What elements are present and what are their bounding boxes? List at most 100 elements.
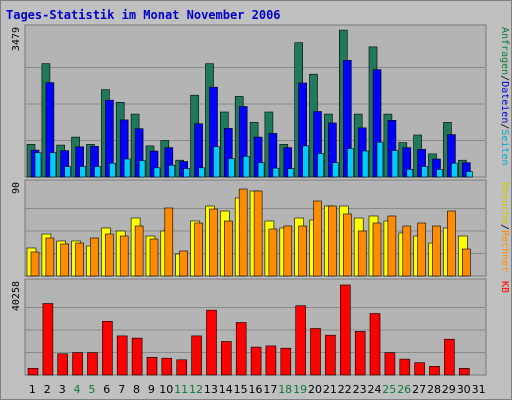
bar-rechner-11 xyxy=(179,250,188,277)
bar-seiten-20 xyxy=(317,153,324,178)
bar-seiten-7 xyxy=(123,158,131,178)
bar-seiten-4 xyxy=(79,166,86,178)
bar-rechner-27 xyxy=(417,222,426,277)
bar-seiten-18 xyxy=(287,168,295,178)
bar-kb-25 xyxy=(384,352,396,376)
bar-seiten-29 xyxy=(451,162,458,178)
legend-middle: Besuche/Rechner xyxy=(499,182,510,272)
legend-entry-slash: / xyxy=(499,123,510,129)
bar-kb-13 xyxy=(206,309,217,376)
bar-kb-14 xyxy=(221,341,232,376)
x-tick-label-19: 19 xyxy=(293,383,307,396)
x-tick-label-31: 31 xyxy=(472,383,486,396)
bar-seiten-23 xyxy=(361,150,369,178)
bar-seiten-27 xyxy=(421,166,428,178)
bar-rechner-2 xyxy=(45,237,55,277)
bar-rechner-29 xyxy=(447,210,456,277)
x-tick-label-26: 26 xyxy=(397,383,411,396)
bar-seiten-21 xyxy=(332,162,339,178)
bar-rechner-7 xyxy=(119,235,129,277)
bar-kb-20 xyxy=(310,328,321,376)
legend-entry-dateien: Dateien xyxy=(499,81,510,123)
bar-seiten-13 xyxy=(213,146,220,178)
legend-entry-rechner: Rechner xyxy=(499,230,510,272)
x-axis: 1 2 3 4 5 6 7 8 9 10 11 12 13 14 15 16 17 18 19 20 21 22 23 24 2… xyxy=(29,383,486,396)
legend-bottom: KB xyxy=(499,281,510,293)
bar-kb-21 xyxy=(325,334,336,376)
bar-kb-22 xyxy=(339,284,351,376)
x-tick-label-13: 13 xyxy=(204,383,218,396)
x-tick-label-1: 1 xyxy=(29,383,36,396)
bar-kb-17 xyxy=(265,345,277,376)
bar-kb-29 xyxy=(444,338,455,376)
x-tick-label-7: 7 xyxy=(118,383,125,396)
bar-kb-19 xyxy=(295,305,307,376)
legend-top: Anfragen/Dateien/Seiten xyxy=(499,27,510,166)
bar-kb-3 xyxy=(57,353,69,376)
x-tick-label-16: 16 xyxy=(249,383,263,396)
bar-seiten-8 xyxy=(138,160,146,178)
bar-rechner-4 xyxy=(75,242,84,277)
bar-seiten-11 xyxy=(183,168,190,178)
bar-rechner-15 xyxy=(238,188,248,277)
bar-kb-26 xyxy=(399,358,411,376)
x-tick-label-17: 17 xyxy=(263,383,277,396)
bar-rechner-6 xyxy=(105,233,114,277)
bar-rechner-12 xyxy=(194,222,203,277)
bar-rechner-8 xyxy=(134,225,144,277)
x-tick-label-5: 5 xyxy=(88,383,95,396)
bar-seiten-5 xyxy=(94,166,101,178)
bar-rechner-26 xyxy=(402,225,412,277)
bar-kb-18 xyxy=(280,347,292,376)
y-axis-max-label: 3479 xyxy=(11,27,22,51)
bar-kb-11 xyxy=(176,359,187,376)
bar-seiten-25 xyxy=(391,150,399,178)
bar-seiten-15 xyxy=(242,156,250,178)
bar-seiten-10 xyxy=(168,164,176,178)
bar-rechner-10 xyxy=(164,207,174,277)
bar-rechner-20 xyxy=(313,200,322,277)
bar-kb-6 xyxy=(102,320,113,376)
bar-kb-8 xyxy=(131,337,143,376)
x-tick-label-30: 30 xyxy=(457,383,471,396)
bar-rechner-23 xyxy=(357,230,367,277)
x-tick-label-22: 22 xyxy=(338,383,352,396)
x-tick-label-10: 10 xyxy=(159,383,173,396)
x-tick-label-15: 15 xyxy=(234,383,248,396)
x-tick-label-11: 11 xyxy=(174,383,188,396)
bar-seiten-6 xyxy=(109,162,116,178)
bar-kb-16 xyxy=(250,346,262,376)
bar-seiten-9 xyxy=(153,167,161,178)
x-tick-label-23: 23 xyxy=(353,383,367,396)
legend-entry-anfragen: Anfragen xyxy=(499,27,510,75)
x-tick-label-29: 29 xyxy=(442,383,456,396)
panel-middle: 90 xyxy=(11,179,487,277)
bar-seiten-30 xyxy=(465,171,473,178)
bar-rechner-9 xyxy=(149,238,159,277)
bar-seiten-19 xyxy=(302,145,310,178)
bar-rechner-16 xyxy=(253,190,263,277)
bar-seiten-22 xyxy=(346,148,354,178)
x-tick-label-18: 18 xyxy=(278,383,292,396)
bar-rechner-1 xyxy=(30,251,40,277)
bar-seiten-14 xyxy=(228,158,235,178)
y-axis-max-label: 40258 xyxy=(11,281,22,311)
legend-entry-kb: KB xyxy=(499,281,510,293)
bar-seiten-24 xyxy=(376,141,384,178)
legend-entry-seiten: Seiten xyxy=(499,129,510,165)
y-axis-max-label: 90 xyxy=(11,182,22,194)
x-tick-label-12: 12 xyxy=(189,383,203,396)
bar-rechner-17 xyxy=(268,228,278,277)
bar-seiten-17 xyxy=(272,167,280,178)
bar-kb-7 xyxy=(116,335,128,376)
bar-rechner-5 xyxy=(90,237,99,277)
x-tick-label-2: 2 xyxy=(44,383,51,396)
x-tick-label-27: 27 xyxy=(412,383,426,396)
bar-rechner-3 xyxy=(60,243,70,277)
bar-rechner-24 xyxy=(372,222,382,277)
bar-rechner-22 xyxy=(342,213,352,277)
bar-seiten-28 xyxy=(436,169,443,178)
bar-kb-9 xyxy=(146,356,158,376)
